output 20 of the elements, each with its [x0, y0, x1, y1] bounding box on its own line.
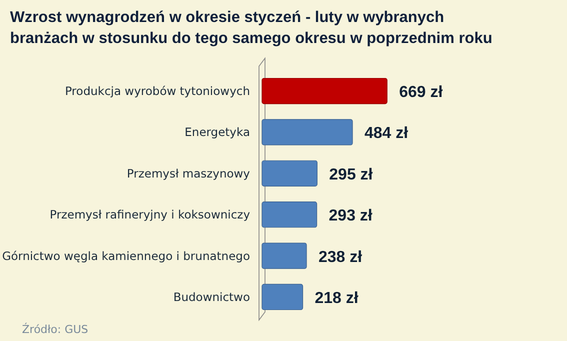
- data-label: 238 zł: [318, 248, 363, 266]
- text: Źródło: GUS: [22, 322, 88, 336]
- data-label: 218 zł: [314, 290, 359, 307]
- bar: [262, 242, 307, 269]
- data-label: 293 zł: [328, 208, 373, 225]
- y-tick-label: Produkcja wyrobów tytoniowych: [64, 84, 250, 98]
- bar: [262, 284, 304, 310]
- chart-title: Wzrost wynagrodzeń w okresie styczeń - luty w wybranych branżach w stosunku do tego samego okresu w poprzednim roku: [10, 9, 492, 47]
- data-label: 669 zł: [399, 84, 444, 102]
- y-tick-label: Budownictwo: [173, 290, 250, 304]
- bar: [262, 78, 388, 104]
- bar: [262, 202, 318, 228]
- y-tick-label: Przemysł maszynowy: [126, 166, 250, 180]
- y-tick-label: Przemysł rafineryjny i koksowniczy: [50, 208, 250, 222]
- y-tick-label: Górnictwo węgla kamiennego i brunatnego: [2, 248, 250, 263]
- bar: [262, 160, 318, 186]
- data-label: 295 zł: [329, 166, 374, 184]
- bar: [262, 119, 353, 146]
- data-label: 484 zł: [364, 125, 409, 142]
- y-tick-label: Energetyka: [184, 125, 250, 140]
